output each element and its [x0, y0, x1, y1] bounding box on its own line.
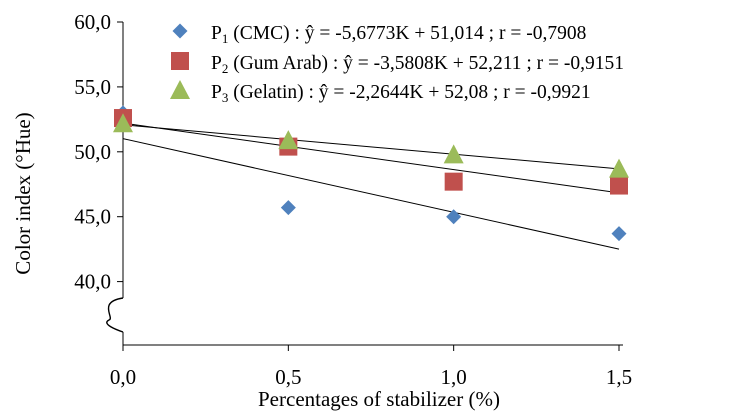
y-axis-title: Color index (°Hue) [11, 112, 35, 274]
x-tick-label: 0,0 [110, 365, 136, 389]
y-tick-label: 50,0 [74, 140, 111, 164]
axes: 40,0 45,0 50,0 55,0 60,0 0,0 0,5 1,0 1,5 [74, 10, 632, 389]
x-tick-label: 1,5 [606, 365, 632, 389]
legend-label-2: P2 (Gum Arab) : ŷ = -3,5808K + 52,211 ; … [211, 53, 624, 76]
y-axis-break-icon [106, 297, 124, 333]
legend-marker-3 [170, 80, 190, 99]
legend: P1 (CMC) : ŷ = -5,6773K + 51,014 ; r = -… [170, 23, 624, 105]
data-point-series-3 [278, 130, 299, 150]
data-point-series-3 [113, 113, 133, 133]
x-tick-label: 1,0 [441, 365, 467, 389]
data-points [113, 105, 629, 242]
x-axis-title: Percentages of stabilizer (%) [258, 387, 500, 411]
data-point-series-3 [609, 158, 629, 178]
x-tick-label: 0,5 [275, 365, 301, 389]
y-tick-label: 40,0 [74, 270, 111, 294]
data-point-series-1 [446, 209, 462, 225]
trendline-3 [122, 124, 620, 170]
data-point-series-3 [443, 144, 464, 164]
legend-marker-1 [172, 23, 188, 39]
data-point-series-2 [610, 176, 628, 195]
legend-label-3: P3 (Gelatin) : ŷ = -2,2644K + 52,08 ; r … [211, 82, 591, 105]
y-tick-label: 60,0 [74, 10, 111, 34]
legend-label-1: P1 (CMC) : ŷ = -5,6773K + 51,014 ; r = -… [211, 23, 586, 46]
data-point-series-1 [611, 226, 627, 242]
trendlines [122, 122, 620, 250]
legend-marker-2 [171, 52, 189, 70]
trendline-1 [122, 138, 620, 250]
y-tick-label: 55,0 [74, 75, 111, 99]
y-tick-label: 45,0 [74, 205, 111, 229]
data-point-series-2 [444, 172, 463, 191]
data-point-series-1 [280, 200, 296, 216]
trendline-2 [122, 122, 620, 194]
